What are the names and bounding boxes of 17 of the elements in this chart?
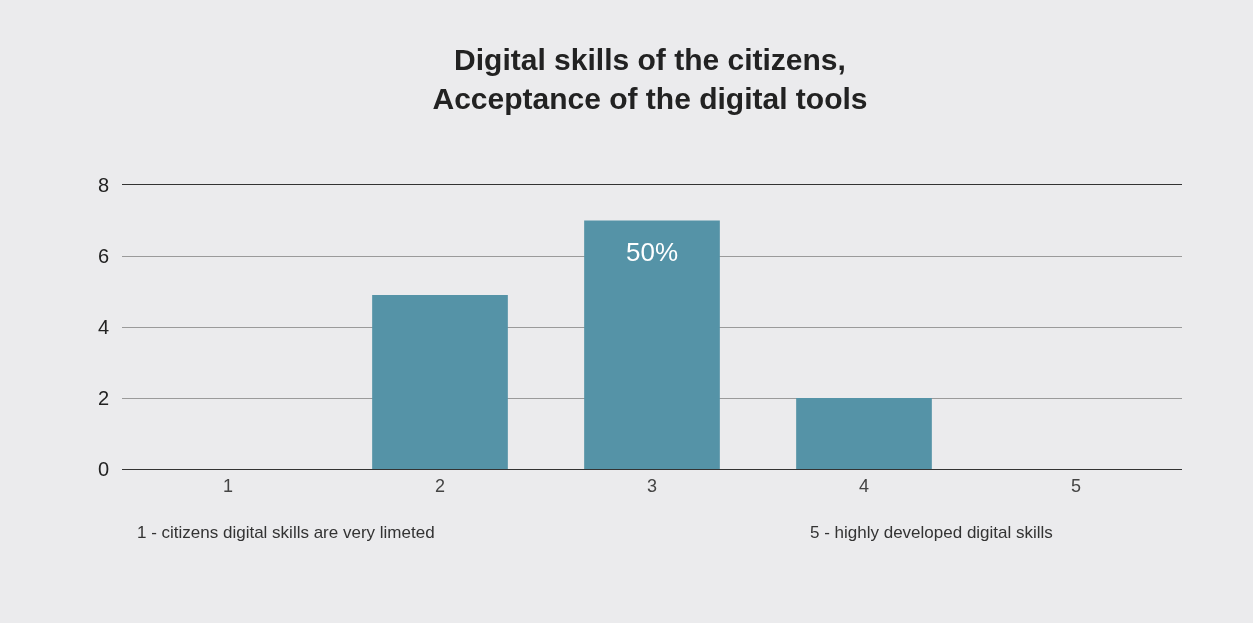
text: 1 - citizens digital skills are very limeted (137, 523, 435, 542)
y-tick-label: 4 (97, 316, 109, 338)
y-tick-label: 0 (97, 458, 109, 480)
y-tick-label: 2 (97, 387, 109, 409)
x-tick-label: 2 (434, 475, 446, 496)
x-tick-label: 3 (646, 475, 658, 496)
y-tick-label: 6 (97, 245, 109, 267)
annotation: 50% (626, 237, 679, 267)
x-tick-label: 4 (858, 475, 870, 496)
chart-title: Digital skills of the citizens, Acceptance of the digital tools (432, 43, 868, 115)
x-tick-label: 1 (222, 475, 234, 496)
x-tick-label: 5 (1070, 475, 1082, 496)
bar (584, 220, 720, 469)
bar (372, 295, 508, 469)
text: 5 - highly developed digital skills (810, 523, 1053, 542)
y-tick-label: 8 (97, 174, 109, 196)
bar (796, 398, 932, 469)
